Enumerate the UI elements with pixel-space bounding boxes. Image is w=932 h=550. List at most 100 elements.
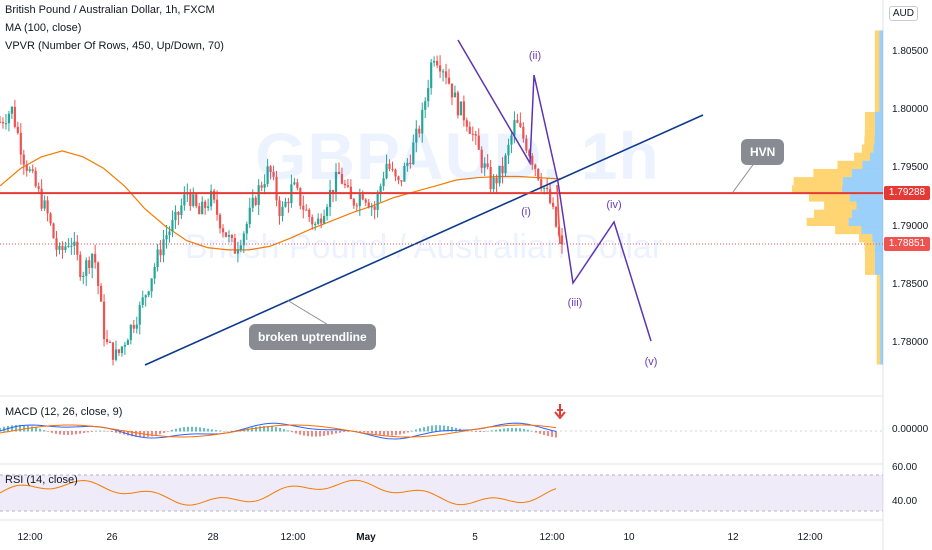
candle-body	[204, 201, 207, 208]
candle-body	[85, 260, 88, 276]
macd-histogram-bar	[475, 431, 477, 432]
volume-profile-down-bar	[835, 225, 862, 235]
candle-body	[364, 199, 367, 203]
price-axis-tick: 1.78500	[892, 278, 929, 290]
macd-histogram-bar	[423, 427, 425, 432]
macd-histogram-bar	[431, 425, 433, 432]
macd-histogram-bar	[203, 427, 205, 432]
candle-body	[242, 233, 245, 246]
macd-histogram-bar	[139, 431, 141, 438]
macd-histogram-bar	[75, 431, 77, 435]
macd-histogram-bar	[471, 431, 473, 432]
candle-body	[64, 246, 67, 250]
volume-profile-up-bar	[851, 209, 883, 218]
macd-histogram-bar	[171, 429, 173, 432]
candle-body	[236, 249, 239, 254]
volume-profile-up-bar	[874, 136, 883, 145]
candle-body	[525, 138, 528, 151]
volume-profile-down-bar	[876, 283, 881, 292]
macd-histogram-bar	[515, 427, 517, 432]
hvn-callout: HVN	[741, 139, 785, 165]
candle-body	[52, 223, 55, 239]
macd-histogram-bar	[527, 429, 529, 432]
candle-body	[560, 235, 564, 245]
vpvr-indicator-label: VPVR (Number Of Rows, 450, Up/Down, 70)	[5, 40, 224, 52]
candle-body	[477, 135, 480, 150]
candle-body	[266, 166, 269, 184]
currency-badge[interactable]: AUD	[888, 6, 918, 21]
macd-signal-line	[0, 424, 557, 438]
candle-body	[471, 133, 474, 135]
macd-histogram-bar	[115, 431, 117, 433]
candle-body	[61, 245, 64, 250]
macd-histogram-bar	[295, 431, 297, 434]
candle-body	[409, 162, 412, 165]
candle-body	[215, 199, 219, 215]
candle-body	[551, 202, 555, 207]
macd-histogram-bar	[11, 425, 13, 432]
macd-histogram-bar	[87, 431, 89, 433]
candle-body	[141, 297, 144, 306]
volume-profile-down-bar	[874, 54, 880, 64]
macd-histogram-bar	[427, 426, 429, 432]
macd-histogram-bar	[487, 430, 489, 432]
volume-profile-down-bar	[874, 79, 880, 88]
macd-histogram-bar	[343, 431, 345, 433]
candle-body	[278, 200, 281, 217]
candle-body	[379, 186, 382, 195]
candle-body	[519, 122, 522, 127]
volume-profile-down-bar	[874, 63, 880, 72]
volume-profile-up-bar	[879, 103, 883, 112]
candle-body	[462, 101, 465, 121]
candle-body	[385, 163, 388, 179]
candle-body	[198, 206, 201, 215]
macd-histogram-bar	[371, 431, 373, 434]
candle-body	[177, 211, 180, 215]
volume-profile-down-bar	[874, 38, 880, 47]
price-axis-tick: 1.80000	[892, 104, 929, 116]
macd-histogram-bar	[339, 431, 341, 433]
candle-body	[31, 169, 34, 171]
time-axis-tick: 26	[106, 532, 118, 543]
candle-body	[156, 249, 159, 268]
candle-body	[554, 206, 558, 227]
macd-histogram-bar	[227, 431, 229, 432]
volume-profile-up-bar	[880, 283, 883, 292]
macd-histogram-bar	[0, 427, 1, 432]
volume-profile-up-bar	[842, 185, 883, 194]
volume-profile-down-bar	[806, 217, 849, 227]
candle-body	[192, 194, 195, 206]
macd-histogram-bar	[447, 426, 449, 432]
current-drop-line	[556, 184, 561, 245]
macd-histogram-bar	[159, 431, 161, 435]
macd-histogram-bar	[519, 428, 521, 432]
macd-histogram-bar	[175, 428, 177, 432]
macd-histogram-bar	[99, 430, 101, 432]
candle-body	[123, 344, 126, 347]
candle-body	[221, 228, 225, 233]
macd-histogram-bar	[391, 431, 393, 436]
macd-histogram-bar	[251, 427, 253, 432]
candle-body	[331, 189, 335, 194]
candle-body	[88, 260, 91, 268]
macd-histogram-bar	[271, 426, 273, 432]
candle-body	[76, 241, 79, 255]
candle-body	[73, 241, 76, 246]
last-price-tag: 1.78851	[884, 237, 930, 251]
candle-body	[174, 211, 177, 221]
macd-histogram-bar	[179, 427, 181, 432]
volume-profile-down-bar	[861, 144, 874, 153]
time-axis-tick: 12:00	[797, 532, 823, 543]
candle-body	[299, 187, 302, 206]
uptrend-line	[144, 114, 704, 366]
candle-body	[534, 164, 537, 169]
macd-histogram-bar	[443, 425, 445, 432]
macd-histogram-bar	[63, 431, 65, 435]
macd-histogram-bar	[51, 431, 53, 433]
time-axis-tick: 12	[727, 532, 739, 543]
volume-profile-up-bar	[880, 331, 883, 341]
volume-profile-down-bar	[874, 30, 880, 39]
volume-profile-up-bar	[880, 291, 883, 300]
candle-body	[317, 218, 320, 224]
